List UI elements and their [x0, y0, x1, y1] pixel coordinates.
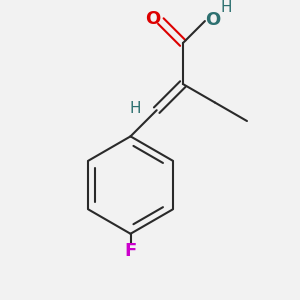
- Text: O: O: [146, 10, 161, 28]
- Text: O: O: [205, 11, 220, 29]
- Text: F: F: [124, 242, 136, 260]
- Text: H: H: [130, 101, 141, 116]
- Text: H: H: [220, 0, 232, 15]
